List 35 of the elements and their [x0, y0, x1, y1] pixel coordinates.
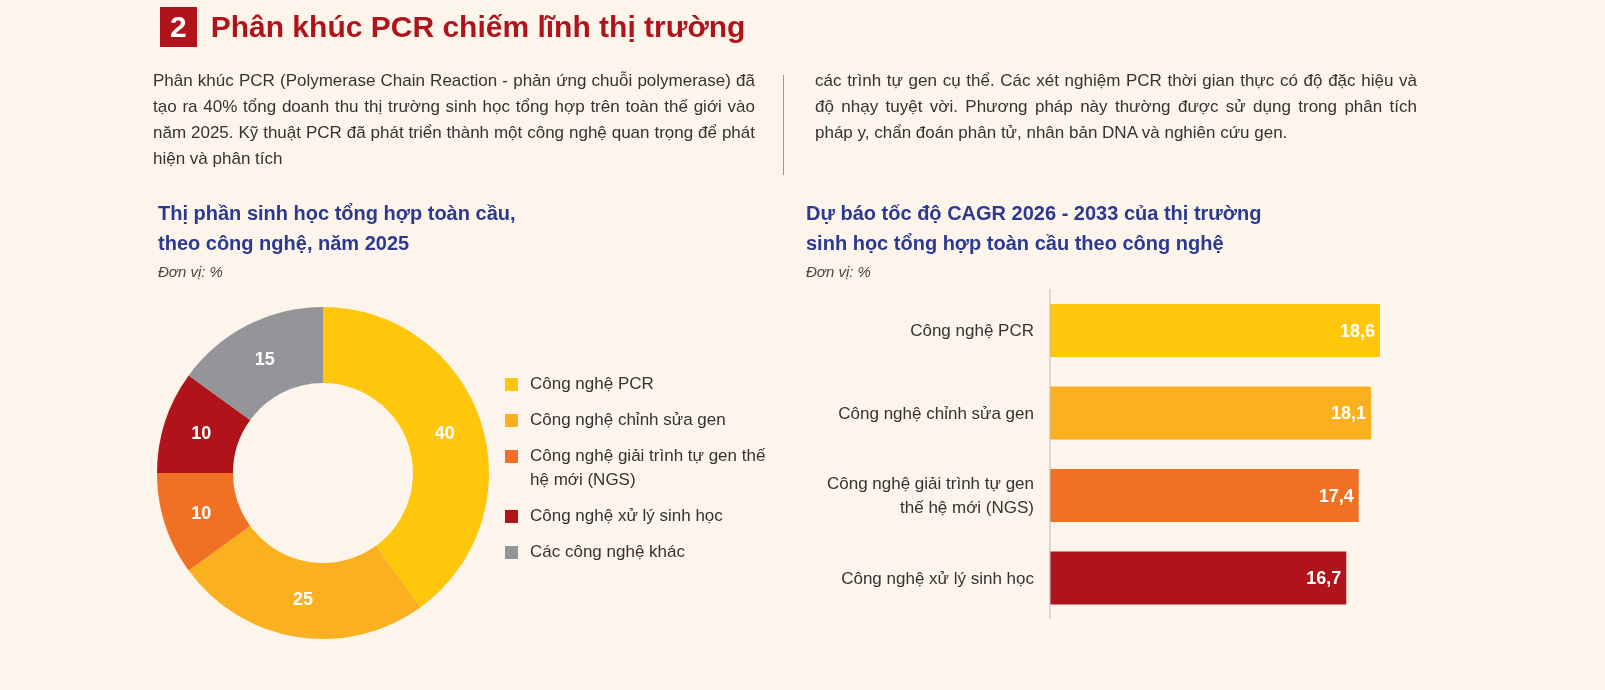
y-tick-label: Công nghệ chỉnh sửa gen — [838, 403, 1034, 423]
legend-label: Công nghệ chỉnh sửa gen — [530, 409, 726, 431]
text: Phân khúc PCR chiếm lĩnh thị trường — [210, 10, 746, 44]
donut-slice — [157, 473, 251, 571]
legend-label: Các công nghệ khác — [530, 541, 685, 563]
data-label: 15 — [254, 348, 275, 369]
donut-slice — [157, 375, 251, 473]
text: Phân khúc PCR (Polymerase Chain Reaction - phản ứng chuỗi polymerase) đã tạo ra 40% tổng doanh thu thị trường sinh học tổng hợp trên toàn thế giới vào năm 2025. Kỹ thuật PCR đã phát triển thành một công nghệ quan trọng để phát hiện và phân tích — [153, 70, 755, 170]
data-label: 25 — [292, 589, 313, 610]
legend-label: Công nghệ PCR — [530, 373, 654, 395]
data-label: 17,4 — [1318, 485, 1354, 506]
y-tick-label: Công nghệ xử lý sinh học — [841, 568, 1035, 588]
legend-label: Công nghệ giải trình tự gen thế hệ mới (NGS) — [530, 445, 767, 491]
data-label: 10 — [191, 423, 212, 444]
chart-subtitle: Đơn vị: % — [158, 263, 223, 280]
data-label: 10 — [191, 502, 212, 523]
text: các trình tự gen cụ thể. Các xét nghiệm PCR thời gian thực có độ đặc hiệu và độ nhạy tuyệt vời. Phương pháp này thường được sử dụng trong phân tích pháp y, chẩn đoán phân tử, nhân bản DNA và nghiên cứu gen. — [815, 70, 1417, 144]
y-tick-label: Công nghệ PCR — [910, 321, 1034, 341]
data-label: 18,1 — [1331, 403, 1367, 424]
donut-slice — [323, 307, 489, 608]
data-label: 16,7 — [1306, 568, 1342, 589]
chart-title: Dự báo tốc độ CAGR 2026 - 2033 của thị trường sinh học tổng hợp toàn cầu theo công nghệ — [806, 201, 1263, 256]
data-label: 40 — [434, 423, 455, 444]
bar — [1050, 469, 1359, 522]
donut-slice — [188, 307, 323, 421]
text: Đơn vị: % — [806, 263, 871, 280]
legend-label: Công nghệ xử lý sinh học — [530, 505, 723, 527]
bar — [1050, 386, 1372, 440]
bar — [1050, 304, 1380, 357]
y-tick-label: Công nghệ giải trình tự gen thế hệ mới (NGS) — [826, 474, 1034, 518]
chart-title: Thị phần sinh học tổng hợp toàn cầu, theo công nghệ, năm 2025 — [158, 201, 517, 256]
donut-slice — [188, 525, 421, 639]
data-label: 18,6 — [1339, 320, 1375, 341]
text: 2 — [160, 7, 197, 47]
bar — [1050, 551, 1347, 605]
